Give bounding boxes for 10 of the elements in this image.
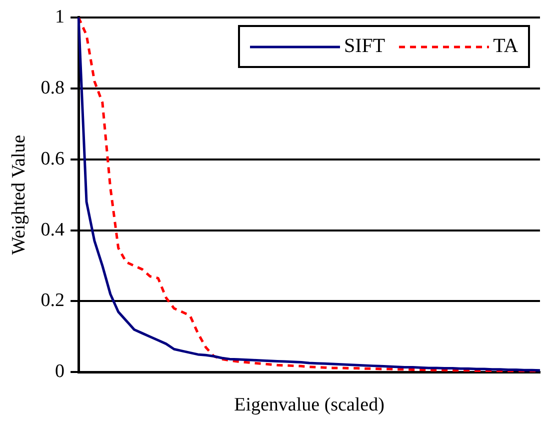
y-tick-label: 0.6 xyxy=(40,148,65,170)
y-tick-label: 0.2 xyxy=(40,290,65,312)
y-tick-label: 0 xyxy=(55,361,65,382)
legend-label: TA xyxy=(493,35,518,58)
x-axis-title: Eigenvalue (scaled) xyxy=(234,394,384,416)
y-tick-label: 0.8 xyxy=(40,77,65,98)
y-axis-title: Weighted Value xyxy=(8,134,30,255)
legend-label: SIFT xyxy=(344,35,386,58)
y-tick-label: 0.4 xyxy=(40,219,66,240)
y-tick-label: 1 xyxy=(55,6,65,28)
